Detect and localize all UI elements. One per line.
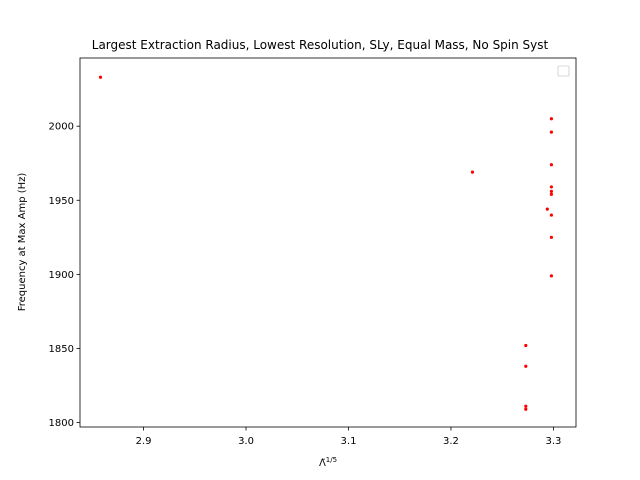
data-point: [549, 274, 554, 278]
data-point: [470, 170, 475, 174]
x-tick-label: 3.0: [238, 436, 254, 447]
x-axis: 2.9 3.0 3.1 3.2 3.3: [136, 427, 562, 447]
y-axis-label: Frequency at Max Amp (Hz): [17, 173, 28, 312]
data-point: [549, 163, 554, 167]
data-point: [549, 213, 554, 217]
y-tick-label: 1900: [49, 270, 74, 281]
x-tick-label: 2.9: [136, 436, 152, 447]
data-point: [545, 207, 549, 211]
x-axis-label: Λ̃1/5: [319, 456, 337, 469]
data-point: [549, 130, 554, 134]
plot-frame: [79, 57, 577, 428]
data-point: [524, 407, 528, 411]
x-axis-label-exponent: 1/5: [326, 456, 337, 464]
data-point: [549, 235, 554, 239]
chart-title: Largest Extraction Radius, Lowest Resolu…: [92, 38, 549, 52]
data-point: [98, 75, 103, 79]
data-point: [524, 364, 528, 368]
data-point: [524, 404, 528, 408]
x-tick-label: 3.1: [341, 436, 357, 447]
points-layer: [98, 75, 554, 411]
y-axis: 1800 1850 1900 1950 2000: [49, 122, 80, 429]
y-tick-label: 1950: [49, 196, 74, 207]
data-point: [549, 185, 554, 189]
legend-box: [557, 65, 570, 77]
data-point: [549, 192, 554, 196]
data-point: [524, 343, 528, 348]
x-tick-label: 3.3: [546, 436, 562, 447]
x-tick-label: 3.2: [443, 436, 459, 447]
y-tick-label: 2000: [49, 122, 74, 133]
x-axis-label-base: Λ̃: [319, 457, 326, 469]
y-tick-label: 1850: [49, 344, 74, 355]
data-point: [549, 189, 554, 193]
data-point: [549, 117, 554, 121]
y-tick-label: 1800: [49, 418, 74, 429]
